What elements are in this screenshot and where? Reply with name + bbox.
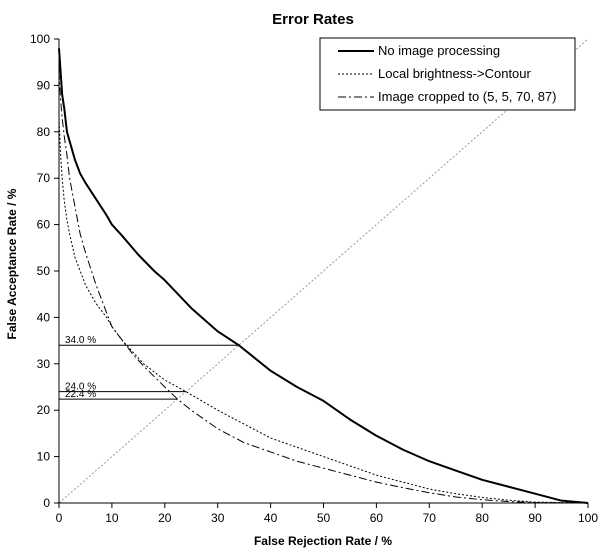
legend-label-contour: Local brightness->Contour [378, 66, 532, 81]
annotation-label: 22.4 % [65, 389, 96, 400]
x-tick-label: 50 [317, 511, 331, 525]
y-tick-label: 10 [37, 450, 51, 464]
reference-layer [58, 38, 589, 504]
series-line-2 [58, 117, 589, 504]
legend: No image processing Local brightness->Co… [319, 37, 576, 111]
series-line-3 [58, 71, 589, 504]
chart-title: Error Rates [272, 11, 354, 28]
annotation-label: 24.0 % [65, 382, 96, 393]
annotation-label: 34.0 % [65, 335, 96, 346]
x-tick-label: 30 [211, 511, 225, 525]
y-axis-title: False Acceptance Rate / % [5, 188, 19, 339]
series-line-1 [58, 48, 589, 504]
x-tick-label: 70 [423, 511, 437, 525]
legend-label-no-processing: No image processing [378, 43, 500, 58]
y-tick-label: 70 [37, 171, 51, 185]
x-tick-label: 90 [528, 511, 542, 525]
y-tick-label: 80 [37, 125, 51, 139]
y-tick-label: 30 [37, 357, 51, 371]
annotation-layer: 34.0 % 24.0 %22.4 % [59, 335, 239, 400]
y-tick-label: 50 [37, 264, 51, 278]
reference-diagonal [58, 38, 589, 504]
y-tick-label: 100 [30, 32, 50, 46]
series-layer [58, 48, 589, 504]
x-tick-label: 60 [370, 511, 384, 525]
x-tick-label: 0 [56, 511, 63, 525]
legend-label-cropped: Image cropped to (5, 5, 70, 87) [378, 89, 557, 104]
x-tick-label: 10 [105, 511, 119, 525]
y-tick-label: 40 [37, 310, 51, 324]
x-tick-label: 100 [578, 511, 598, 525]
x-axis-title: False Rejection Rate / % [254, 534, 392, 548]
axis-layer: 0 10 20 30 40 50 60 70 80 90 100 0 10 20 30 40 50 60 70 80 9… [30, 32, 598, 525]
y-tick-label: 0 [43, 496, 50, 510]
y-tick-label: 60 [37, 218, 51, 232]
x-tick-label: 40 [264, 511, 278, 525]
x-tick-label: 80 [476, 511, 490, 525]
y-tick-label: 90 [37, 78, 51, 92]
x-tick-label: 20 [158, 511, 172, 525]
y-tick-label: 20 [37, 403, 51, 417]
